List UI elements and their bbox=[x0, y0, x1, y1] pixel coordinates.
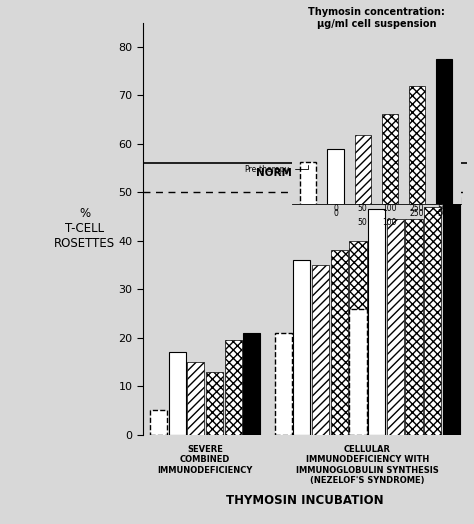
X-axis label: THYMOSIN INCUBATION: THYMOSIN INCUBATION bbox=[226, 494, 384, 507]
Bar bbox=[368, 241, 385, 434]
Bar bbox=[368, 209, 385, 434]
Bar bbox=[331, 250, 348, 434]
Text: NORMAL  RANGE: NORMAL RANGE bbox=[256, 168, 354, 178]
Bar bbox=[206, 372, 223, 434]
Bar bbox=[443, 197, 460, 434]
Bar bbox=[150, 410, 167, 434]
Bar bbox=[225, 340, 242, 434]
Bar bbox=[424, 207, 441, 434]
Bar bbox=[349, 309, 366, 434]
Bar bbox=[312, 265, 329, 434]
Bar bbox=[243, 333, 261, 434]
Bar bbox=[387, 219, 404, 434]
Bar bbox=[274, 333, 292, 434]
Bar bbox=[187, 362, 204, 434]
Bar bbox=[293, 260, 310, 434]
Y-axis label: %
T-CELL
ROSETTES: % T-CELL ROSETTES bbox=[55, 207, 116, 250]
Bar bbox=[349, 241, 366, 434]
Bar bbox=[169, 352, 186, 434]
Bar bbox=[405, 219, 423, 434]
